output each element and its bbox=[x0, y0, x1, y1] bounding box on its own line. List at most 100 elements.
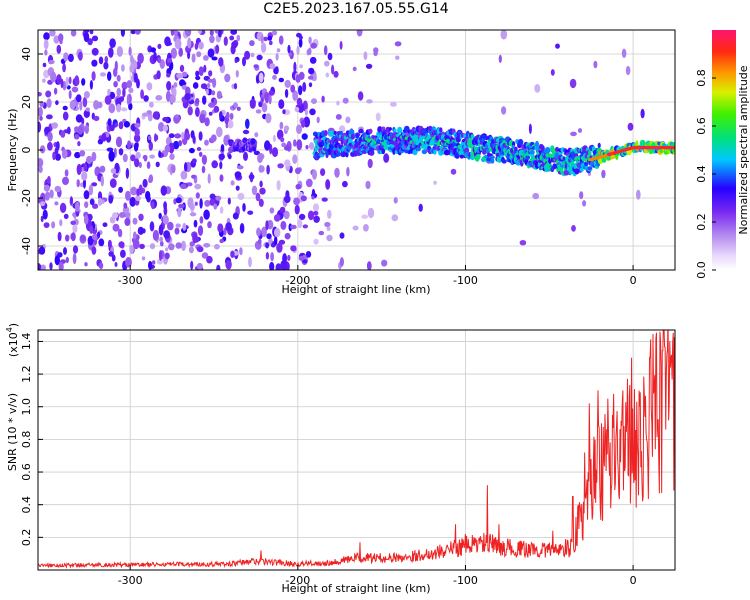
spectrogram-cell bbox=[271, 147, 279, 158]
spectrogram-cell bbox=[128, 102, 133, 111]
spectrogram-cell bbox=[139, 243, 145, 250]
spectrogram-cell bbox=[108, 103, 116, 114]
spectrogram-cell bbox=[156, 70, 161, 80]
spectrogram-cell bbox=[122, 87, 126, 98]
spectrogram-cell bbox=[38, 121, 42, 133]
spectrogram-x-label: Height of straight line (km) bbox=[281, 283, 430, 296]
spectrogram-cell bbox=[299, 35, 303, 40]
spectrogram-cell bbox=[134, 30, 141, 35]
spectrogram-cell bbox=[181, 131, 185, 140]
spectrogram-cell bbox=[66, 126, 71, 135]
spectrogram-cell bbox=[38, 165, 43, 173]
spectrogram-cell bbox=[180, 183, 187, 190]
spectrogram-cell bbox=[155, 95, 163, 101]
spectrogram-cell bbox=[308, 36, 312, 44]
spectrogram-cell bbox=[54, 255, 60, 266]
spectrogram-cell bbox=[126, 80, 133, 89]
spectrogram-cell bbox=[249, 40, 255, 47]
spectrogram-cell bbox=[195, 107, 200, 117]
spectrogram-cell bbox=[242, 203, 246, 212]
spectrogram-cell bbox=[298, 213, 306, 220]
spectrogram-cell bbox=[346, 166, 350, 177]
spectrogram-cell bbox=[363, 224, 369, 232]
spectrogram-cell bbox=[168, 243, 175, 251]
spectrogram-cell bbox=[278, 99, 285, 109]
spectrogram-cell bbox=[201, 154, 207, 165]
spectrogram-cell bbox=[75, 114, 83, 123]
spectrogram-cell bbox=[115, 136, 123, 148]
spectrogram-cell bbox=[199, 198, 203, 209]
spectrogram-cell bbox=[235, 185, 240, 191]
spectrogram-cell bbox=[142, 112, 149, 117]
spectrogram-cell bbox=[339, 130, 343, 135]
spectrogram-cell bbox=[154, 133, 157, 143]
snr-x-label: Height of straight line (km) bbox=[281, 582, 430, 595]
spectrogram-cell bbox=[192, 233, 198, 244]
spectrogram-cell bbox=[301, 119, 306, 128]
spectrogram-cell bbox=[368, 150, 375, 156]
spectrogram-cell bbox=[197, 30, 202, 34]
spectrogram-cell bbox=[159, 236, 164, 243]
spectrogram-cell bbox=[98, 56, 104, 65]
spectrogram-cell bbox=[48, 59, 55, 65]
spectrogram-cell bbox=[129, 244, 134, 255]
spectrogram-cell bbox=[206, 255, 213, 264]
spectrogram-cell bbox=[209, 198, 216, 206]
spectrogram-cell bbox=[65, 256, 70, 264]
colorbar-tick-label: 0.4 bbox=[695, 165, 708, 183]
spectrogram-cell bbox=[200, 83, 208, 90]
x-tick-label: 0 bbox=[630, 574, 637, 587]
spectrogram-cell bbox=[342, 180, 348, 188]
spectrogram-cell bbox=[199, 113, 206, 124]
spectrogram-cell bbox=[259, 187, 266, 195]
spectrogram-cell bbox=[159, 59, 165, 69]
spectrogram-cell bbox=[218, 57, 224, 67]
spectrogram-cell bbox=[459, 150, 465, 156]
spectrogram-cell bbox=[122, 153, 128, 163]
spectrogram-cell bbox=[427, 145, 432, 151]
spectrogram-cell bbox=[98, 238, 105, 247]
x-tick-label: -100 bbox=[453, 274, 478, 287]
spectrogram-cell bbox=[73, 134, 80, 140]
spectrogram-cell bbox=[350, 133, 355, 140]
spectrogram-cell bbox=[227, 119, 234, 129]
spectrogram-cell bbox=[276, 242, 283, 253]
spectrogram-cell bbox=[194, 183, 202, 190]
spectrogram-cell bbox=[381, 259, 388, 267]
spectrogram-cell bbox=[120, 249, 126, 258]
spectrogram-cell bbox=[209, 193, 216, 200]
spectrogram-cell bbox=[309, 108, 316, 116]
spectrogram-cell bbox=[293, 139, 297, 147]
spectrogram-cell bbox=[189, 241, 195, 247]
spectrogram-cell bbox=[269, 261, 275, 270]
spectrogram-cell bbox=[174, 227, 180, 235]
spectrogram-cell bbox=[174, 38, 182, 50]
spectrogram-cell bbox=[70, 232, 76, 242]
spectrogram-cell bbox=[552, 163, 557, 169]
spectrogram-cell bbox=[72, 223, 78, 233]
spectrogram-cell bbox=[39, 101, 44, 107]
spectrogram-cell bbox=[125, 190, 131, 201]
spectrogram-cell bbox=[87, 235, 94, 246]
spectrogram-cell bbox=[234, 59, 238, 63]
spectrogram-cell bbox=[587, 166, 593, 171]
spectrogram-cell bbox=[178, 47, 183, 57]
spectrogram-cell bbox=[43, 32, 50, 41]
spectrogram-cell bbox=[132, 217, 138, 225]
y-tick-label: -20 bbox=[20, 189, 33, 207]
spectrogram-cell bbox=[203, 243, 211, 248]
spectrogram-cell bbox=[297, 219, 303, 229]
spectrogram-cell bbox=[118, 212, 126, 218]
spectrogram-cell bbox=[158, 150, 162, 158]
snr-y-scale-label: (x104) bbox=[5, 323, 20, 357]
spectrogram-cell bbox=[82, 96, 88, 108]
spectrogram-cell bbox=[116, 74, 121, 82]
spectrogram-cell bbox=[244, 50, 251, 60]
spectrogram-cell bbox=[113, 81, 118, 88]
spectrogram-cell bbox=[234, 171, 242, 179]
spectrogram-cell bbox=[264, 140, 271, 151]
spectrogram-cell bbox=[489, 155, 495, 159]
spectrogram-cell bbox=[47, 176, 51, 185]
spectrogram-cell bbox=[46, 98, 52, 109]
spectrogram-cell bbox=[130, 186, 138, 196]
